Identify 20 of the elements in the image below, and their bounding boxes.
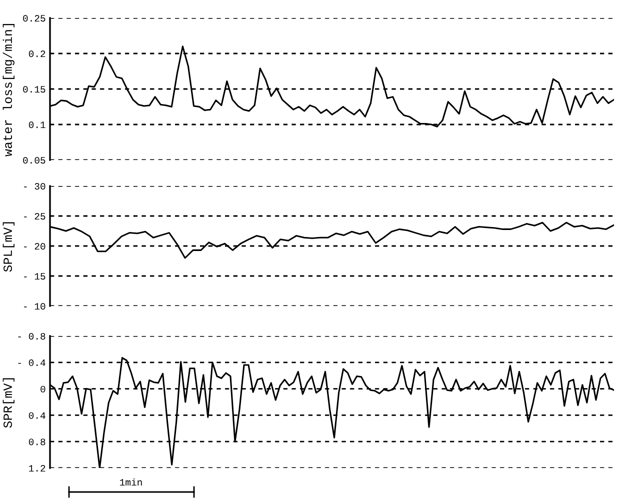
y-tick-label: 1.2 <box>29 465 46 472</box>
y-tick-label: 0.2 <box>28 50 46 58</box>
y-tick-label: - 25 <box>24 213 46 220</box>
y-tick-label: - 15 <box>24 273 46 280</box>
y-tick-label: 0.15 <box>23 86 46 93</box>
y-axis-title: water loss[mg/min] <box>2 24 14 156</box>
y-axis-title: SPR[mV] <box>2 378 14 428</box>
y-tick-label: 0 <box>40 386 46 392</box>
y-tick-label: - 30 <box>24 183 46 190</box>
y-axis-title: SPL[mV] <box>2 222 14 272</box>
y-tick-label: - 0.8 <box>18 333 46 340</box>
y-tick-label: 0.4 <box>28 412 46 419</box>
y-tick-label: 0.8 <box>28 438 46 446</box>
y-tick-label: 0.1 <box>28 122 46 128</box>
text: 1min <box>120 478 142 486</box>
y-tick-label: 0.05 <box>23 157 46 164</box>
y-tick-label: - 0.4 <box>18 359 46 366</box>
y-tick-label: - 20 <box>24 243 46 250</box>
y-tick-label: - 10 <box>24 303 46 310</box>
y-tick-label: 0.25 <box>23 15 46 22</box>
